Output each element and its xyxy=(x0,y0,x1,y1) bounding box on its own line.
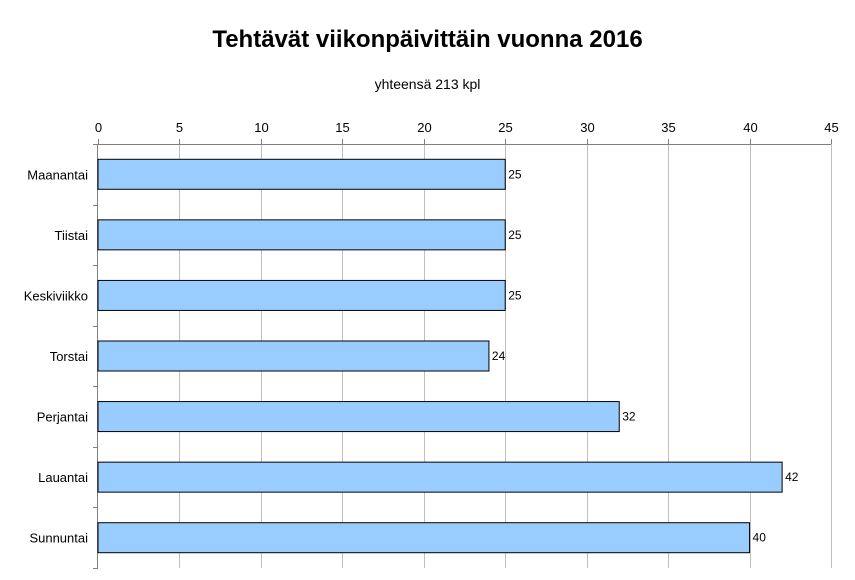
bar xyxy=(97,401,620,433)
x-tick-label: 15 xyxy=(335,120,349,135)
bar xyxy=(97,522,751,554)
data-label: 25 xyxy=(508,167,522,181)
x-tick-label: 25 xyxy=(498,120,512,135)
x-tick-label: 45 xyxy=(824,120,838,135)
category-label: Lauantai xyxy=(38,470,88,485)
data-label: 25 xyxy=(508,288,522,302)
chart-subtitle: yhteensä 213 kpl xyxy=(374,76,481,92)
bar xyxy=(97,158,506,190)
category-label: Perjantai xyxy=(37,410,88,425)
data-label: 42 xyxy=(785,470,799,484)
category-label: Tiistai xyxy=(55,228,89,243)
category-label: Keskiviikko xyxy=(24,288,88,303)
x-tick-label: 30 xyxy=(580,120,594,135)
category-label: Sunnuntai xyxy=(29,531,88,546)
data-label: 24 xyxy=(492,349,506,363)
x-tick-label: 0 xyxy=(95,120,102,135)
x-tick-label: 10 xyxy=(254,120,268,135)
x-tick-label: 20 xyxy=(417,120,431,135)
category-label: Torstai xyxy=(50,349,88,364)
data-label: 40 xyxy=(753,531,767,545)
category-label: Maanantai xyxy=(27,167,88,182)
bar xyxy=(97,279,506,311)
data-label: 32 xyxy=(622,410,636,424)
x-tick-label: 35 xyxy=(661,120,675,135)
bar xyxy=(97,219,506,251)
x-tick-label: 40 xyxy=(743,120,757,135)
bar xyxy=(97,340,490,372)
bar xyxy=(97,461,783,493)
data-label: 25 xyxy=(508,228,522,242)
chart-title: Tehtävät viikonpäivittäin vuonna 2016 xyxy=(212,26,643,53)
x-tick-label: 5 xyxy=(176,120,183,135)
